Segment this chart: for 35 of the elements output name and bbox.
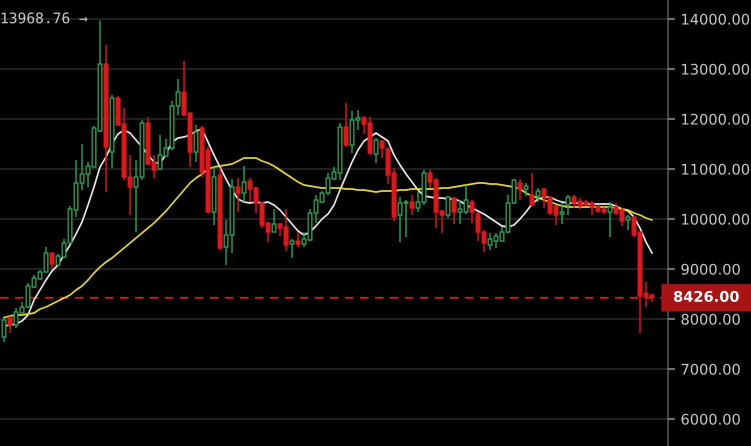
y-tick-label: 11000.00 — [682, 164, 750, 175]
candlestick — [296, 231, 300, 248]
candlestick — [560, 202, 564, 225]
y-tick-label: 7000.00 — [682, 364, 740, 375]
candlestick — [290, 238, 294, 259]
y-tick-label: 10000.00 — [682, 214, 750, 225]
candlestick — [470, 199, 474, 224]
candlestick — [2, 317, 6, 343]
annotation: 13968.76 → — [2, 12, 88, 24]
candlestick — [530, 172, 534, 207]
candlestick — [374, 137, 378, 164]
candlestick — [380, 139, 384, 159]
candlestick — [452, 196, 456, 225]
candlestick — [518, 178, 522, 201]
candlestick — [50, 251, 54, 270]
candlestick — [626, 214, 630, 231]
candlestick — [272, 208, 276, 233]
candlestick — [446, 195, 450, 219]
candlestick — [242, 165, 246, 203]
y-tick-label: 14000.00 — [682, 14, 750, 25]
ref-line-label: 8426.00 — [674, 290, 739, 302]
candlestick — [536, 187, 540, 203]
y-tick-label: 6000.00 — [682, 414, 740, 425]
candlestick — [8, 315, 12, 334]
candlestick — [608, 201, 612, 238]
candlestick — [524, 182, 528, 197]
y-tick-label: 8000.00 — [681, 314, 740, 325]
candlestick — [410, 194, 414, 216]
candlestick — [566, 194, 570, 216]
y-tick-label: 9000.00 — [681, 264, 740, 275]
y-tick-label: 13000.00 — [682, 64, 750, 75]
candlestick — [236, 177, 240, 213]
y-tick-label: 12000.00 — [682, 114, 750, 125]
candlestick — [194, 124, 198, 163]
candlestick — [344, 102, 348, 148]
